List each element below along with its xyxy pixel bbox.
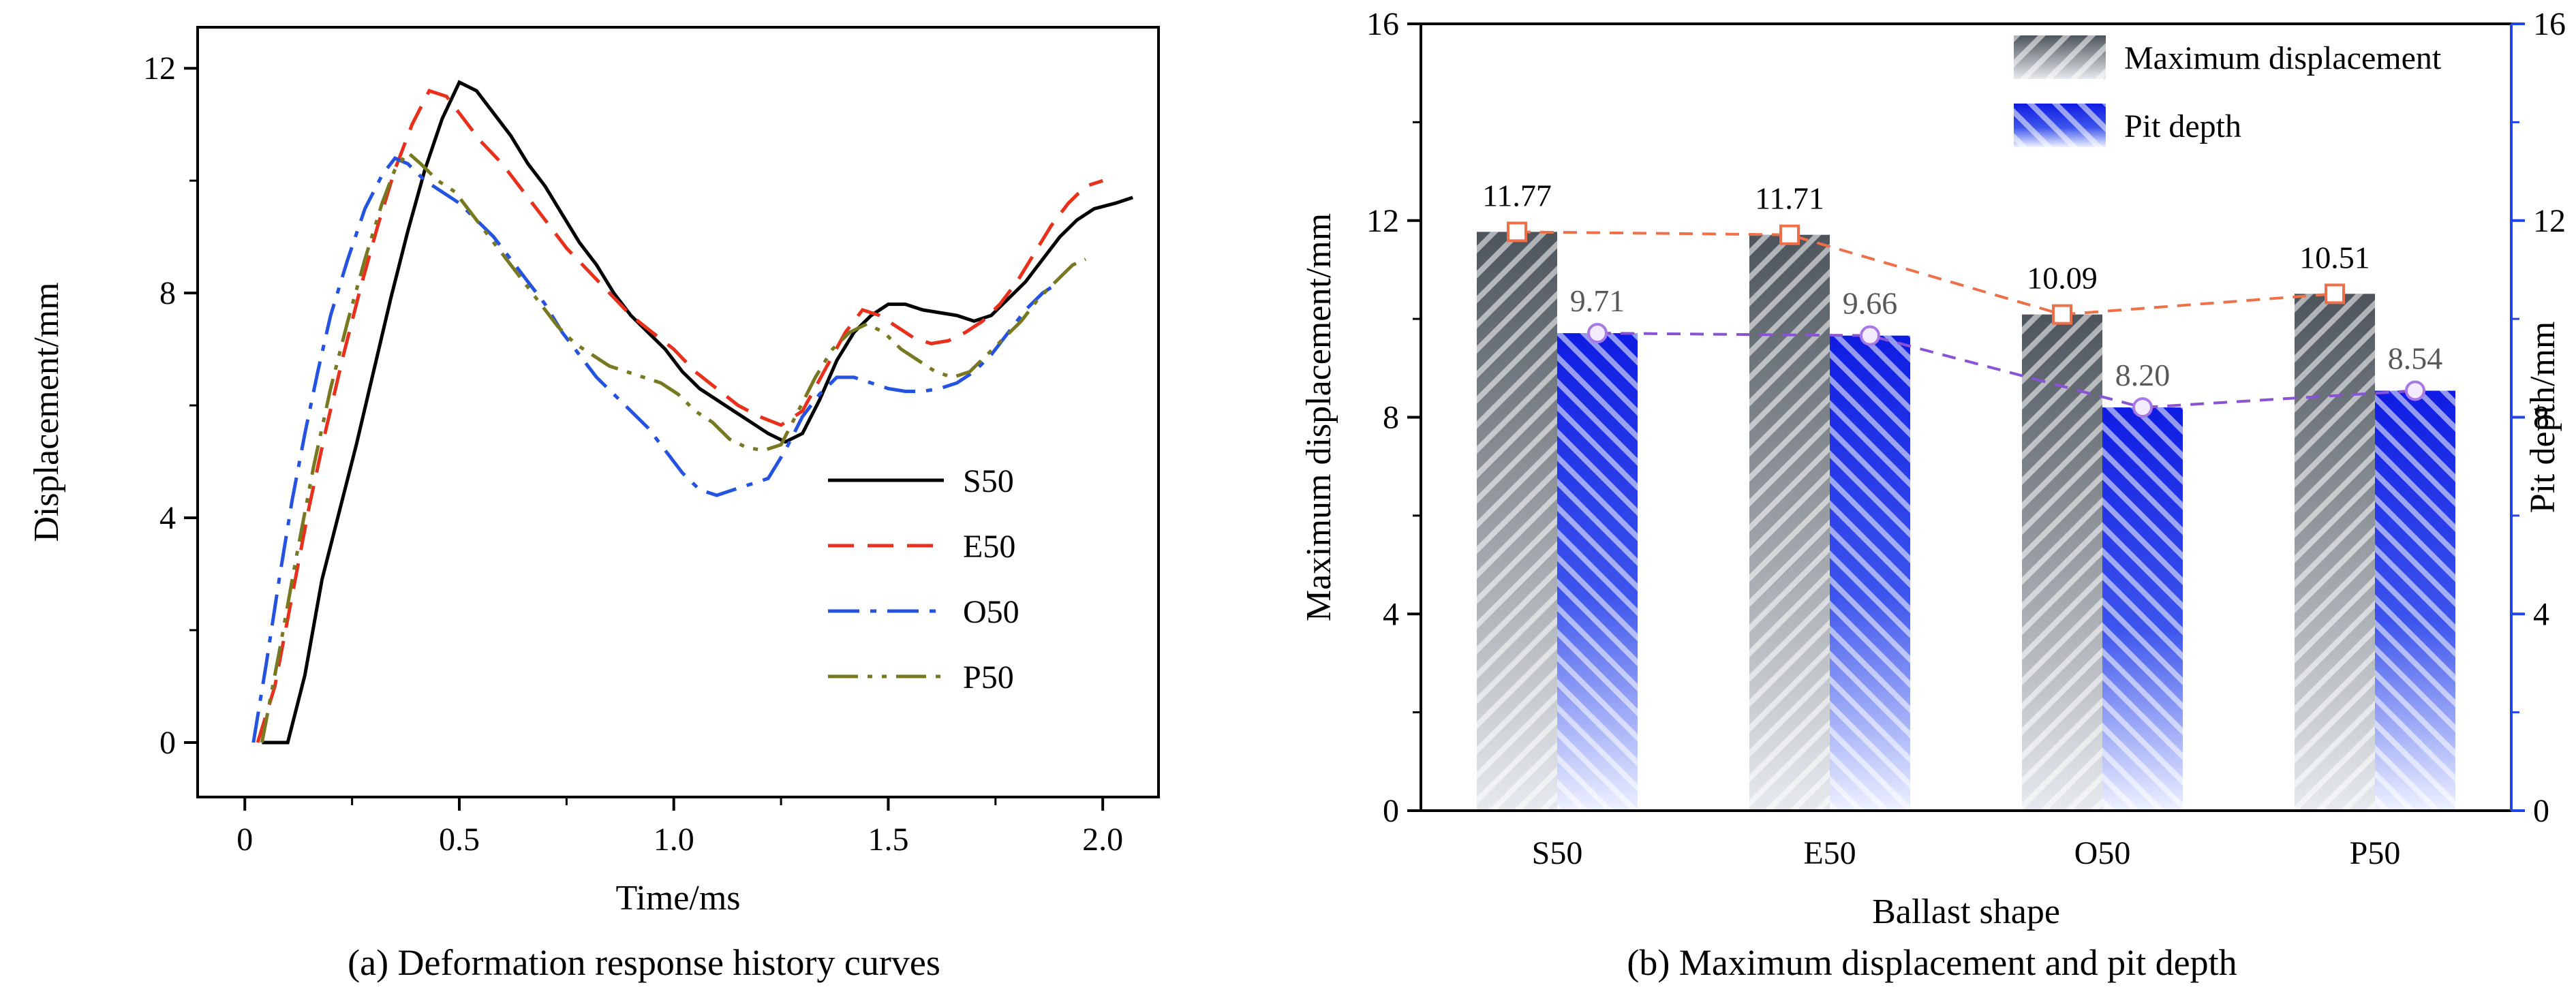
left-y-axis-label: Maximum displacement/mm [1300, 213, 1338, 621]
bar-hatch-overlay [1477, 232, 1557, 811]
y-tick-label: 12 [143, 50, 176, 87]
value-label: 8.20 [2115, 358, 2171, 392]
circle-marker [2405, 380, 2425, 401]
value-label: 10.51 [2299, 240, 2370, 275]
x-axis-label: Time/ms [615, 879, 740, 918]
bar-hatch-overlay [1557, 333, 1638, 811]
category-label: S50 [1532, 835, 1583, 871]
bar-hatch-overlay [1830, 335, 1910, 811]
bar-hatch-overlay [1749, 234, 1830, 811]
x-tick-label: 2.0 [1082, 822, 1123, 858]
panel-line-chart: 0 0.5 1.0 1.5 2.0 0 4 8 12 Time/ms Displacement/mm… [27, 26, 1160, 983]
category-label: E50 [1803, 835, 1856, 871]
right-tick-label: 16 [2533, 6, 2566, 42]
panel-bar-chart: 11.77 11.71 10.09 10.51 9.71 9.66 8.20 8.54 0 0 4 4… [1288, 0, 2576, 998]
legend-item-P50: P50 [828, 659, 1014, 696]
series-line-O50 [251, 156, 1061, 743]
x-axis-label: Ballast shape [1872, 892, 2060, 931]
value-label: 11.71 [1755, 181, 1824, 216]
bar-hatch-overlay [2375, 390, 2455, 811]
value-label: 10.09 [2027, 261, 2098, 296]
legend-label: O50 [963, 594, 1019, 630]
series-line-E50 [256, 89, 1103, 743]
bar-chart-svg: 11.77 11.71 10.09 10.51 9.71 9.66 8.20 8.54 0 0 4 4… [1300, 6, 2566, 931]
circle-marker [2132, 397, 2153, 418]
square-marker [2325, 283, 2345, 305]
left-tick-label: 0 [1383, 793, 1399, 829]
bar-hatch-overlay [2102, 407, 2183, 811]
y-tick-label: 4 [159, 500, 176, 536]
value-label: 9.66 [1843, 286, 1898, 321]
category-label: P50 [2350, 835, 2401, 871]
y-tick-label: 8 [159, 275, 176, 311]
legend-swatch-hatch [2014, 35, 2106, 79]
right-tick-label: 0 [2533, 793, 2549, 829]
left-tick-label: 12 [1366, 203, 1399, 239]
value-label: 11.77 [1482, 178, 1552, 213]
line-chart-svg: 0 0.5 1.0 1.5 2.0 0 4 8 12 Time/ms Displacement/mm… [27, 26, 1160, 918]
bar-hatch-overlay [2295, 294, 2375, 811]
value-label: 9.71 [1570, 283, 1625, 318]
left-tick-label: 16 [1366, 6, 1399, 42]
circle-marker [1587, 323, 1608, 344]
trend-line-maximum-displacement [1516, 230, 2335, 316]
legend-label: P50 [963, 659, 1014, 696]
square-marker [1779, 224, 1800, 245]
caption-b: (b) Maximum displacement and pit depth [1627, 942, 2237, 983]
right-tick-label: 8 [2533, 400, 2549, 436]
y-axis-label: Displacement/mm [27, 282, 66, 542]
legend-label: Pit depth [2124, 108, 2241, 144]
legend-item-S50: S50 [828, 463, 1014, 499]
left-tick-label: 8 [1383, 400, 1399, 436]
right-tick-label: 4 [2533, 596, 2549, 632]
caption-a: (a) Deformation response history curves [348, 942, 940, 983]
legend-label: E50 [963, 529, 1015, 565]
series-line-S50 [262, 80, 1133, 745]
square-marker [1507, 221, 1527, 243]
y-tick-label: 0 [159, 725, 176, 761]
category-label: O50 [2074, 835, 2131, 871]
x-tick-label: 1.5 [868, 822, 908, 858]
circle-marker [1860, 325, 1880, 346]
legend-item-pit-depth: Pit depth [2014, 104, 2241, 147]
value-label: 8.54 [2388, 341, 2443, 376]
x-tick-label: 0.5 [439, 822, 480, 858]
legend-label: Maximum displacement [2124, 40, 2442, 76]
legend-item-E50: E50 [828, 529, 1015, 565]
series-line-P50 [260, 150, 1087, 743]
right-tick-label: 12 [2533, 203, 2566, 239]
legend-swatch-hatch [2014, 104, 2106, 147]
trend-line-pit-depth [1597, 332, 2416, 409]
plot-frame [196, 26, 1160, 798]
legend-item-maximum-displacement: Maximum displacement [2014, 35, 2442, 79]
x-tick-label: 0 [236, 822, 253, 858]
x-tick-label: 1.0 [654, 822, 694, 858]
left-tick-label: 4 [1383, 596, 1399, 632]
bar-hatch-overlay [2022, 314, 2102, 811]
square-marker [2052, 304, 2072, 325]
legend-item-O50: O50 [828, 594, 1019, 630]
right-y-axis-label: Pit depth/mm [2524, 322, 2562, 514]
legend-label: S50 [963, 463, 1014, 499]
